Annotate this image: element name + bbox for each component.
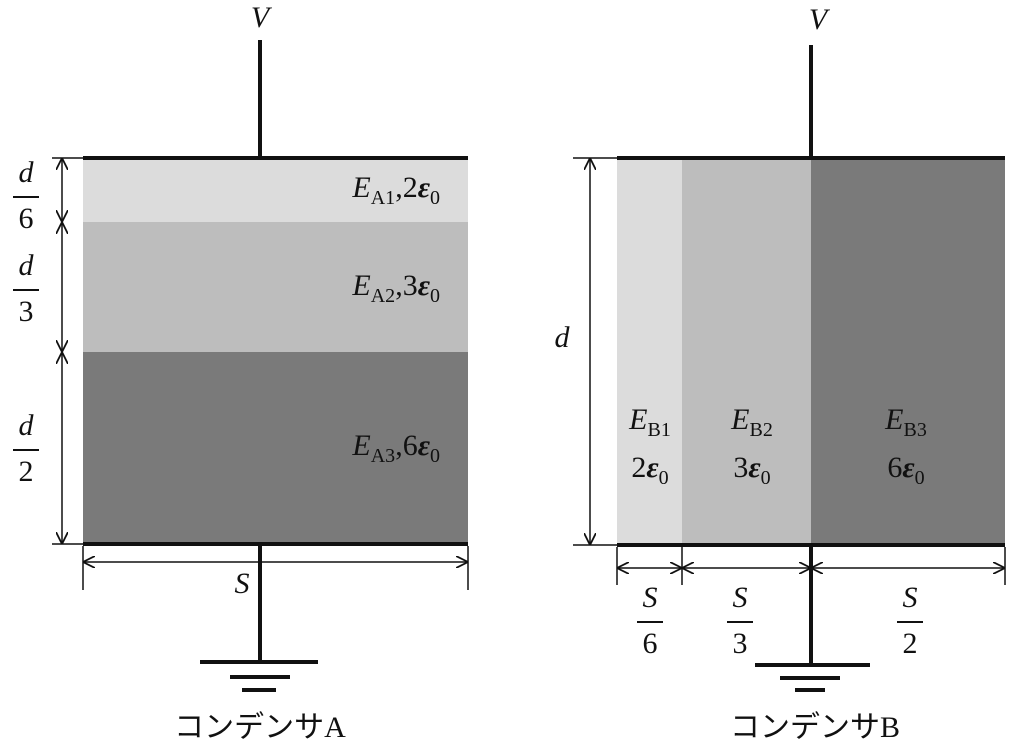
text-part: 0 [430, 187, 440, 209]
caption: コンデンサB [730, 711, 900, 744]
text-part: ε [418, 429, 431, 462]
layer-permittivity: 3ε0 [733, 451, 770, 489]
text-part: , [395, 269, 403, 302]
text-part: E [730, 403, 749, 436]
thickness-label-denominator: 2 [19, 455, 34, 488]
text-part: ε [748, 451, 761, 484]
text-part: ε [418, 269, 431, 302]
layer-a3 [83, 352, 468, 544]
width-label-denominator: 6 [643, 627, 658, 660]
layer-label: EA2,3ε0 [351, 269, 440, 307]
text-part: , [395, 429, 403, 462]
voltage-label: V [251, 1, 273, 34]
layer-field: EB1 [628, 403, 671, 441]
layer-b1 [617, 160, 682, 544]
text-part: E [351, 429, 370, 462]
thickness-label-denominator: 3 [19, 295, 34, 328]
layer-field: EB3 [884, 403, 927, 441]
text-part: 3 [403, 269, 418, 302]
layer-b2 [682, 160, 811, 544]
layer-label: EA3,6ε0 [351, 429, 440, 467]
text-part: ε [418, 171, 431, 204]
text-part: 0 [915, 467, 925, 489]
thickness-label-numerator: d [19, 156, 35, 189]
layer-a2 [83, 222, 468, 352]
text-part: 6 [403, 429, 418, 462]
text-part: B3 [903, 419, 926, 441]
text-part: A1 [371, 187, 395, 209]
text-part: 0 [430, 445, 440, 467]
text-part: B2 [749, 419, 772, 441]
layer-permittivity: 2ε0 [631, 451, 668, 489]
text-part: B1 [647, 419, 670, 441]
text-part: 0 [430, 285, 440, 307]
width-label-denominator: 3 [733, 627, 748, 660]
text-part: E [884, 403, 903, 436]
text-part: 6 [887, 451, 902, 484]
text-part: 0 [761, 467, 771, 489]
text-part: 3 [733, 451, 748, 484]
text-part: 2 [403, 171, 418, 204]
width-label-numerator: S [733, 581, 748, 614]
layer-field: EB2 [730, 403, 773, 441]
text-part: E [628, 403, 647, 436]
text-part: E [351, 269, 370, 302]
area-label: S [235, 567, 250, 600]
layer-b3 [811, 160, 1005, 544]
thickness-label-numerator: d [19, 249, 35, 282]
text-part: E [351, 171, 370, 204]
width-label-denominator: 2 [903, 627, 918, 660]
layer-label: EA1,2ε0 [351, 171, 440, 209]
voltage-label: V [809, 3, 831, 36]
text-part: , [395, 171, 403, 204]
thickness-label-denominator: 6 [19, 202, 34, 235]
width-label-numerator: S [643, 581, 658, 614]
text-part: A2 [371, 285, 395, 307]
text-part: 0 [659, 467, 669, 489]
width-label-numerator: S [903, 581, 918, 614]
text-part: ε [646, 451, 659, 484]
thickness-label-numerator: d [19, 409, 35, 442]
gap-label: d [555, 321, 571, 354]
layer-permittivity: 6ε0 [887, 451, 924, 489]
caption: コンデンサA [174, 711, 346, 744]
text-part: A3 [371, 445, 395, 467]
layer-a1 [83, 160, 468, 222]
text-part: ε [902, 451, 915, 484]
text-part: 2 [631, 451, 646, 484]
